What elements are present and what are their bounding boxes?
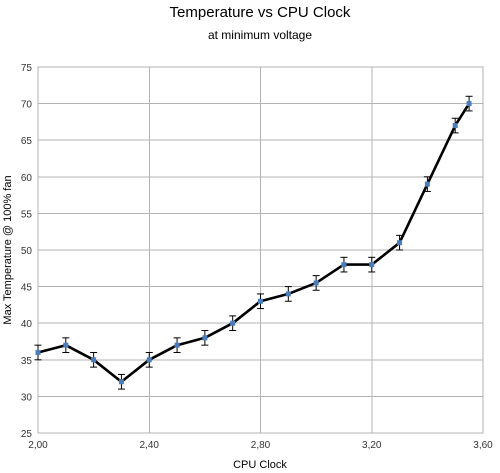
chart-title: Temperature vs CPU Clock <box>170 4 351 21</box>
y-tick-label: 45 <box>21 283 33 294</box>
x-axis-label: CPU Clock <box>233 459 287 471</box>
data-point <box>285 291 291 297</box>
data-point <box>424 181 430 187</box>
data-point <box>202 335 208 341</box>
y-tick-label: 65 <box>21 136 33 147</box>
y-tick-label: 75 <box>21 63 33 74</box>
data-point <box>35 349 41 355</box>
x-tick-label: 2,00 <box>28 440 48 451</box>
data-markers <box>35 101 472 385</box>
data-point <box>452 123 458 129</box>
x-tick-label: 2,40 <box>140 440 160 451</box>
y-tick-label: 70 <box>21 100 33 111</box>
data-point <box>174 342 180 348</box>
data-point <box>146 357 152 363</box>
tick-labels: 25 30 35 40 45 50 55 60 65 70 75 2,00 2,40 2,80 3,20 3,… <box>21 63 493 451</box>
y-tick-label: 55 <box>21 209 33 220</box>
data-point <box>91 357 97 363</box>
y-tick-label: 50 <box>21 246 33 257</box>
plot-area-frame <box>37 66 484 434</box>
y-tick-label: 40 <box>21 319 33 330</box>
y-tick-label: 35 <box>21 356 33 367</box>
data-point <box>230 320 236 326</box>
y-axis-label: Max Temperature @ 100% fan <box>2 175 14 324</box>
chart-subtitle: at minimum voltage <box>208 28 312 42</box>
data-point <box>397 240 403 246</box>
series-line <box>37 102 471 384</box>
x-tick-label: 3,20 <box>362 440 382 451</box>
data-point <box>258 298 263 304</box>
y-tick-label: 25 <box>21 429 33 440</box>
y-tick-label: 60 <box>21 173 33 184</box>
data-point <box>466 101 472 107</box>
data-point <box>118 379 124 385</box>
grid-lines <box>37 66 484 434</box>
data-point <box>341 262 347 268</box>
data-point <box>63 342 69 348</box>
data-point <box>369 262 375 268</box>
x-tick-label: 3,60 <box>473 440 493 451</box>
y-tick-label: 30 <box>21 392 33 403</box>
data-point <box>313 280 319 286</box>
x-tick-label: 2,80 <box>251 440 271 451</box>
